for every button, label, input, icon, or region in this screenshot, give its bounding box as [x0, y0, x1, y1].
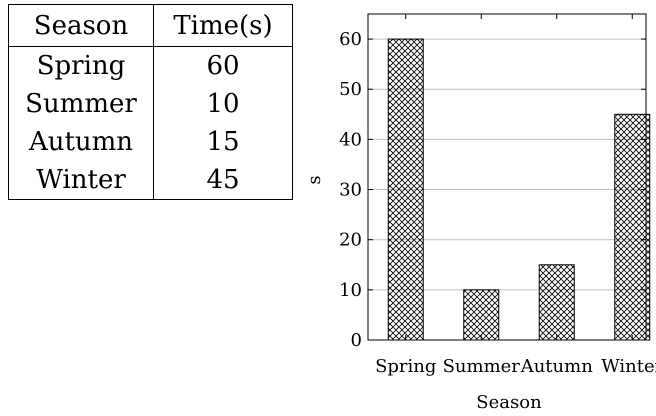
y-tick-label: 60: [339, 29, 362, 50]
x-axis-label: Season: [476, 392, 542, 413]
bar-winter: [614, 113, 651, 341]
table-cell-season: Autumn: [8, 123, 154, 161]
y-tick-label: 50: [339, 79, 362, 100]
table-cell-time: 60: [153, 46, 293, 85]
axes: [367, 13, 647, 341]
x-tick-label: Spring: [375, 356, 436, 377]
table-header-season: Season: [8, 4, 154, 47]
y-tick-label: 10: [339, 280, 362, 301]
x-tick-label: Autumn: [520, 356, 593, 377]
table-row: Winter 45: [8, 161, 293, 200]
y-tick-label: 0: [351, 330, 362, 351]
table-row: Summer 10: [8, 85, 293, 123]
table-cell-season: Winter: [8, 161, 154, 200]
plot-frame: [367, 13, 647, 341]
bars: [387, 38, 651, 341]
table-cell-season: Summer: [8, 85, 154, 123]
bar-summer: [463, 289, 500, 341]
table-header-time: Time(s): [153, 4, 293, 47]
season-time-table: Season Time(s) Spring 60 Summer 10 Autum…: [8, 4, 293, 200]
table-row: Spring 60: [8, 46, 293, 85]
x-tick-label: Summer: [443, 356, 521, 377]
bar-autumn: [538, 264, 575, 341]
y-axis-label: s: [304, 175, 325, 184]
bar-spring: [387, 38, 424, 341]
y-tick-label: 40: [339, 129, 362, 150]
table-row: Autumn 15: [8, 123, 293, 161]
table-cell-time: 15: [153, 123, 293, 161]
y-tick-label: 30: [339, 180, 362, 201]
table-header-row: Season Time(s): [8, 4, 293, 47]
table-cell-time: 10: [153, 85, 293, 123]
x-tick-label: Winter: [601, 356, 656, 377]
y-tick-label: 20: [339, 230, 362, 251]
table-cell-time: 45: [153, 161, 293, 200]
table-cell-season: Spring: [8, 46, 154, 85]
